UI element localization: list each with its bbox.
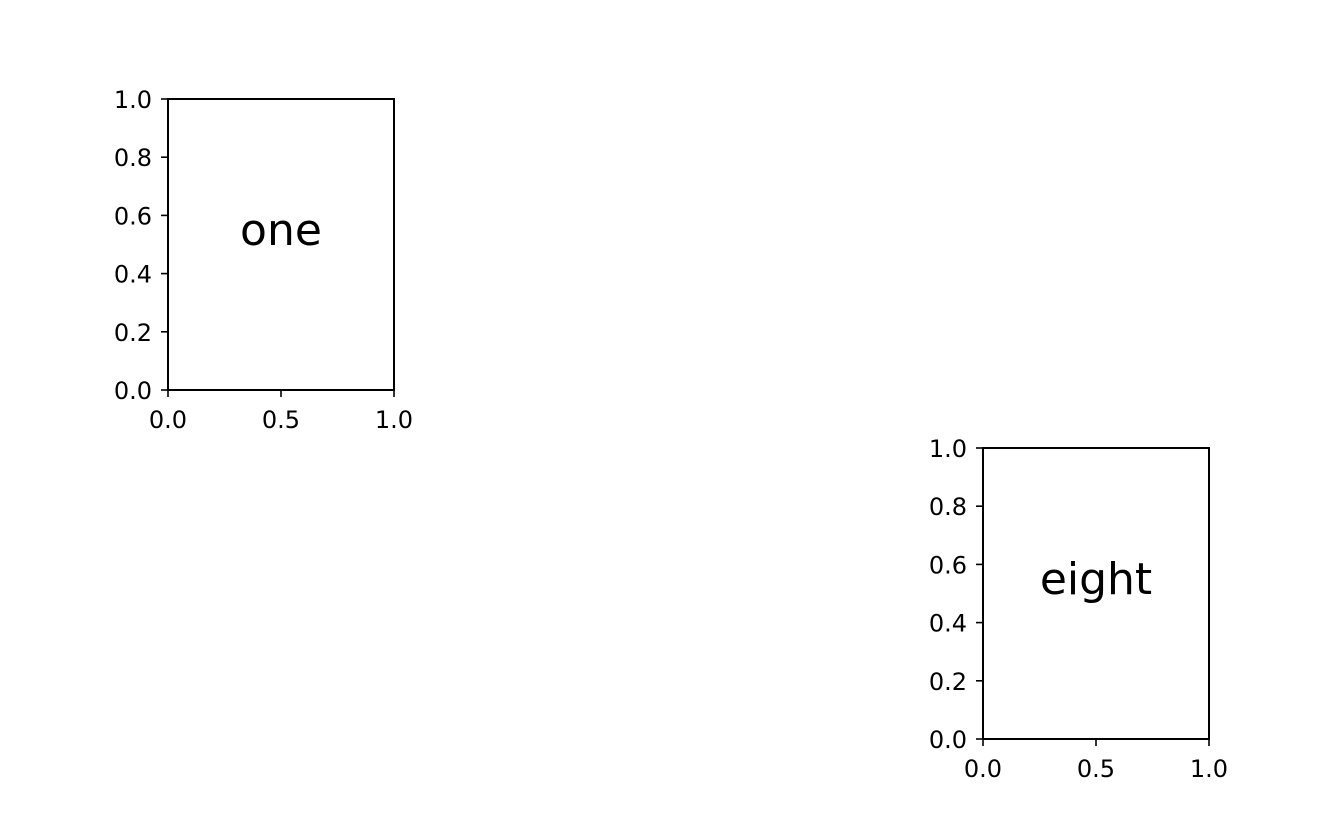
subplot-eight: 0.0 0.5 1.0 0.0 0.2 0.4 0.6 0.8 1.0 eight	[929, 435, 1228, 783]
y-tick-label: 0.0	[114, 377, 152, 405]
y-tick-label: 0.8	[114, 144, 152, 172]
x-axis-ticks-eight: 0.0 0.5 1.0	[964, 739, 1228, 783]
y-tick-label: 0.2	[114, 319, 152, 347]
x-tick-label: 0.5	[262, 406, 300, 434]
x-axis-ticks-one: 0.0 0.5 1.0	[149, 390, 413, 434]
x-tick-label: 0.5	[1077, 755, 1115, 783]
y-tick-label: 0.4	[114, 261, 152, 289]
subplot-one-annotation: one	[240, 205, 322, 256]
x-tick-label: 1.0	[1190, 755, 1228, 783]
y-tick-label: 0.2	[929, 668, 967, 696]
subplot-eight-annotation: eight	[1040, 554, 1152, 605]
x-tick-label: 0.0	[149, 406, 187, 434]
y-tick-label: 0.0	[929, 726, 967, 754]
y-tick-label: 0.4	[929, 610, 967, 638]
subplot-one: 0.0 0.5 1.0 0.0 0.2 0.4 0.6 0.8 1.0 one	[114, 86, 413, 434]
y-axis-ticks-eight: 0.0 0.2 0.4 0.6 0.8 1.0	[929, 435, 983, 754]
y-tick-label: 1.0	[929, 435, 967, 463]
y-tick-label: 0.6	[929, 551, 967, 579]
y-tick-label: 0.8	[929, 493, 967, 521]
y-axis-ticks-one: 0.0 0.2 0.4 0.6 0.8 1.0	[114, 86, 168, 405]
x-tick-label: 1.0	[375, 406, 413, 434]
x-tick-label: 0.0	[964, 755, 1002, 783]
y-tick-label: 1.0	[114, 86, 152, 114]
y-tick-label: 0.6	[114, 202, 152, 230]
